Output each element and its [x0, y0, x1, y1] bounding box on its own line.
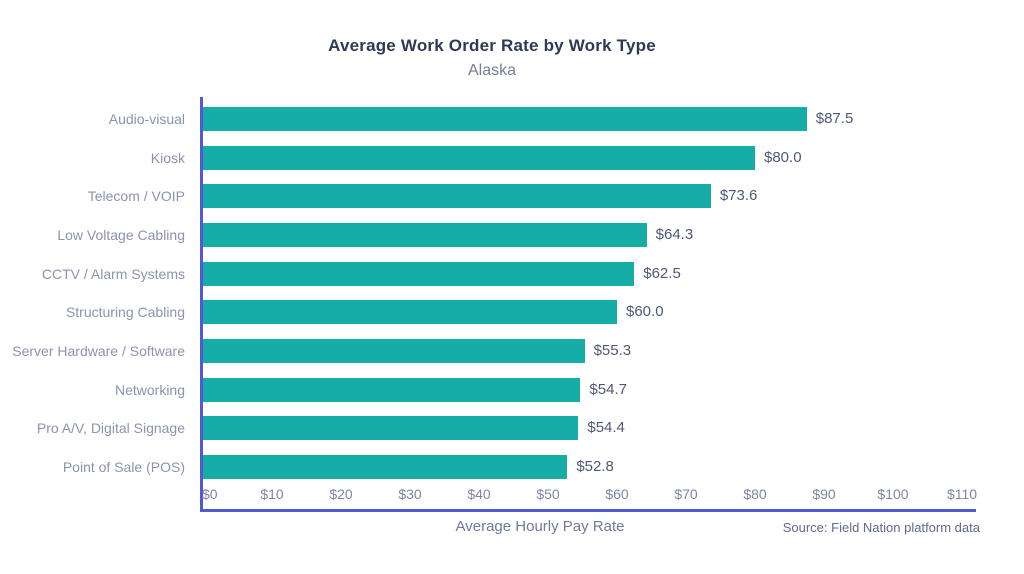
x-tick-label: $10: [260, 486, 284, 502]
chart-title: Average Work Order Rate by Work Type: [328, 36, 656, 55]
category-label: Point of Sale (POS): [62, 459, 185, 476]
x-tick-label: $50: [536, 486, 560, 502]
value-label: $64.3: [655, 226, 694, 243]
x-tick-label: $100: [877, 486, 909, 502]
value-label: $55.3: [593, 342, 632, 360]
bar: [203, 339, 585, 364]
bar: [203, 377, 581, 402]
plot-area: Audio-visual $87.5 Kiosk $80.0 Telecom / VOI…: [0, 97, 1024, 517]
value-label: $54.7: [589, 380, 627, 398]
bar-row: Structuring Cabling $60.0: [0, 300, 1024, 325]
bar-row: Networking $54.7: [0, 377, 1024, 402]
x-tick-label: $20: [329, 486, 353, 502]
x-tick-label: $110: [946, 486, 978, 502]
x-axis-line: [200, 509, 976, 512]
y-axis-line: [200, 97, 203, 512]
bar-row: Pro A/V, Digital Signage $54.4: [0, 416, 1024, 441]
bar: [203, 261, 635, 286]
category-label: Structuring Cabling: [65, 304, 185, 321]
bar-row: Point of Sale (POS) $52.8: [0, 455, 1024, 480]
x-tick-label: $70: [674, 486, 698, 502]
value-label: $87.5: [815, 110, 854, 127]
bar-row: Server Hardware / Software $55.3: [0, 339, 1024, 364]
category-label: Networking: [114, 381, 185, 398]
category-label: Server Hardware / Software: [12, 343, 185, 360]
bar: [203, 223, 647, 247]
x-tick-label: $30: [398, 486, 422, 502]
bar-row: CCTV / Alarm Systems $62.5: [0, 261, 1024, 286]
value-label: $62.5: [643, 264, 681, 282]
x-tick-label: $40: [467, 486, 491, 502]
bar-row: Low Voltage Cabling $64.3: [0, 223, 1024, 247]
value-label: $80.0: [764, 148, 802, 166]
bar: [203, 107, 807, 131]
category-label: CCTV / Alarm Systems: [41, 265, 185, 282]
category-label: Pro A/V, Digital Signage: [36, 420, 185, 437]
value-label: $52.8: [576, 458, 614, 476]
chart-header: Average Work Order Rate by Work Type Ala…: [0, 36, 984, 80]
x-tick-label: $80: [743, 486, 767, 502]
bar: [203, 300, 617, 325]
bar-row: Kiosk $80.0: [0, 145, 1024, 170]
bar-row: Telecom / VOIP $73.6: [0, 184, 1024, 209]
bar: [203, 416, 579, 441]
chart-subtitle: Alaska: [467, 62, 517, 79]
bar: [203, 184, 711, 209]
x-tick-label: $0: [202, 486, 218, 502]
x-tick-label: $60: [605, 486, 629, 502]
category-label: Kiosk: [150, 149, 185, 166]
value-label: $54.4: [587, 419, 625, 437]
value-label: $73.6: [719, 187, 758, 205]
category-label: Telecom / VOIP: [87, 188, 185, 205]
x-tick-label: $90: [812, 486, 836, 502]
value-label: $60.0: [626, 303, 664, 321]
x-axis-title: Average Hourly Pay Rate: [455, 518, 625, 535]
category-label: Low Voltage Cabling: [57, 227, 185, 243]
source-note: Source: Field Nation platform data: [782, 520, 980, 535]
category-label: Audio-visual: [108, 111, 185, 127]
bar: [203, 145, 755, 170]
bar: [203, 455, 568, 480]
bar-row: Audio-visual $87.5: [0, 107, 1024, 131]
